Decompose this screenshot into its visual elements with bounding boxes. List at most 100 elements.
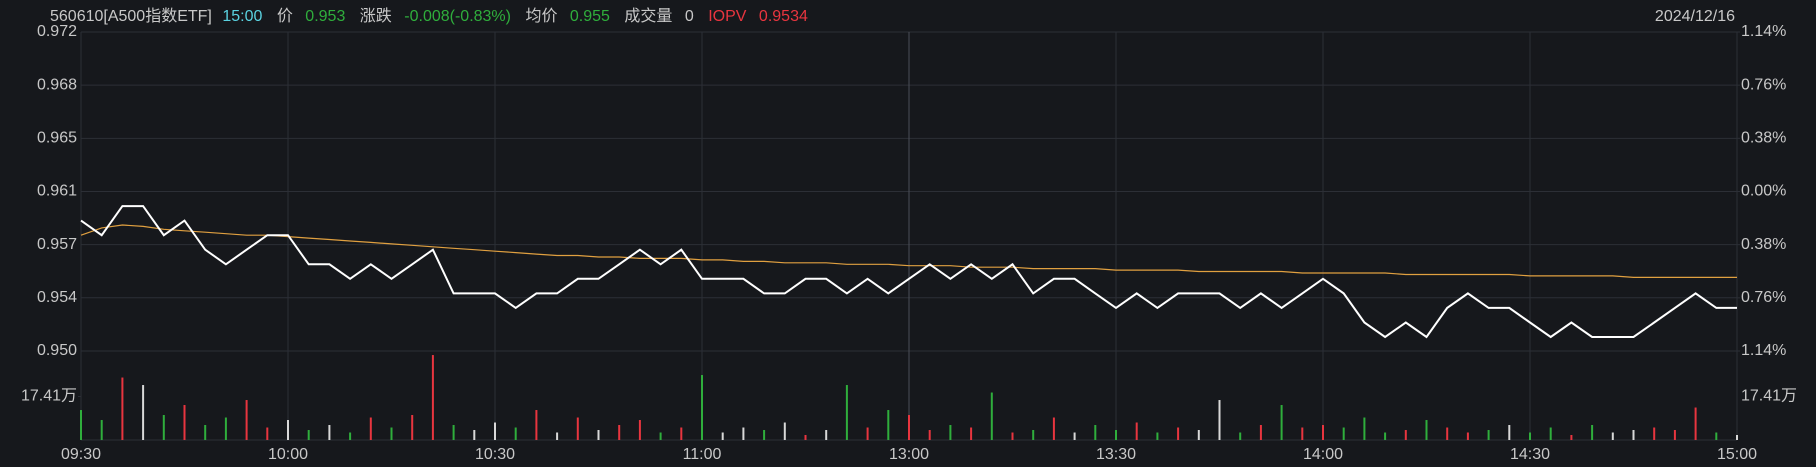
volume-bar	[1487, 430, 1490, 440]
volume-bar	[287, 420, 289, 440]
volume-bar	[1570, 435, 1573, 440]
volume-label: 成交量	[624, 7, 672, 25]
x-tick-label: 09:30	[61, 446, 101, 463]
x-tick-label: 13:00	[889, 446, 929, 463]
volume-bar	[763, 430, 766, 440]
volume-tick-label: 17.41万	[21, 388, 77, 405]
y-tick-label: 0.965	[37, 130, 77, 147]
change-label: 涨跌	[360, 7, 392, 25]
volume-bar	[928, 430, 931, 440]
volume-bar	[783, 422, 786, 440]
volume-bar	[1694, 407, 1697, 440]
y-tick-label: 0.972	[37, 23, 77, 40]
volume-bar	[1239, 432, 1242, 440]
y2-tick-label: 0.38%	[1741, 236, 1786, 253]
volume-bar	[742, 427, 745, 440]
avg-label: 均价	[525, 7, 557, 25]
volume-bar	[1466, 432, 1469, 440]
volume-bar	[1673, 430, 1676, 440]
volume-bar	[100, 420, 103, 440]
volume-bar	[328, 425, 331, 440]
y-tick-label: 0.950	[37, 342, 77, 359]
volume-bar	[866, 427, 869, 440]
volume-bar	[1611, 432, 1614, 440]
y2-tick-label: 0.76%	[1741, 289, 1786, 306]
volume-bar	[1653, 427, 1656, 440]
y-tick-label: 0.954	[37, 289, 77, 306]
volume-bar	[597, 430, 600, 440]
volume-bar	[804, 435, 807, 440]
volume-bar	[349, 432, 352, 440]
date: 2024/12/16	[1655, 8, 1735, 25]
volume-bar	[1384, 432, 1387, 440]
volume-bar	[431, 355, 434, 440]
volume-bar	[1280, 405, 1283, 440]
volume-bar	[1052, 417, 1055, 440]
y2-tick-label: 1.14%	[1741, 342, 1786, 359]
y2-tick-label: 0.76%	[1741, 76, 1786, 93]
avg: 0.955	[570, 8, 610, 25]
volume-bar	[514, 427, 517, 440]
volume-bar	[1011, 432, 1014, 440]
volume-bar	[80, 410, 82, 440]
volume-bar	[556, 432, 559, 440]
volume-bar	[701, 375, 703, 440]
volume-bar	[1135, 422, 1138, 440]
iopv-label: IOPV	[708, 8, 747, 25]
volume-bar	[949, 425, 952, 440]
volume-bar	[1529, 432, 1531, 440]
volume-bar	[1115, 430, 1117, 440]
volume-bar	[845, 385, 848, 440]
volume-bar	[1632, 430, 1635, 440]
volume-bar	[1591, 425, 1594, 440]
x-tick-label: 14:00	[1303, 446, 1343, 463]
volume-bar	[204, 425, 207, 440]
volume-bar	[121, 377, 124, 440]
volume-bar	[618, 425, 621, 440]
volume-bar	[1736, 435, 1738, 440]
volume-bar	[990, 392, 993, 440]
x-tick-label: 10:00	[268, 446, 308, 463]
volume-bar	[142, 385, 145, 440]
volume-bar	[1218, 400, 1221, 440]
x-tick-label: 10:30	[475, 446, 515, 463]
volume-bar	[659, 432, 662, 440]
volume-bar	[1404, 430, 1407, 440]
volume-bar	[825, 430, 828, 440]
volume-bar	[245, 400, 248, 440]
y-tick-label: 0.961	[37, 183, 77, 200]
volume-bar	[1259, 425, 1262, 440]
volume-bar	[162, 415, 165, 440]
price-line	[80, 224, 1737, 278]
volume-bar	[1342, 427, 1345, 440]
volume-bar	[535, 410, 538, 440]
code: 560610[A500指数ETF]	[50, 7, 212, 25]
y2-tick-label: 1.14%	[1741, 23, 1786, 40]
volume-bar	[183, 405, 186, 440]
volume-bar	[1363, 417, 1366, 440]
volume-bar	[680, 427, 683, 440]
x-tick-label: 11:00	[683, 446, 722, 463]
x-tick-label: 13:30	[1096, 446, 1136, 463]
volume-bar	[1094, 425, 1097, 440]
time: 15:00	[222, 8, 262, 25]
volume-bar	[1197, 430, 1200, 440]
volume-bar	[1446, 427, 1449, 440]
volume-bar	[1156, 432, 1159, 440]
volume-bar	[970, 427, 973, 440]
volume: 0	[685, 8, 694, 25]
volume-bar	[1508, 425, 1511, 440]
x-tick-label: 14:30	[1510, 446, 1550, 463]
volume-bar	[638, 420, 641, 440]
volume-bar	[576, 417, 579, 440]
x-tick-label: 15:00	[1717, 446, 1757, 463]
iopv: 0.9534	[759, 8, 808, 25]
volume-bar	[1549, 427, 1552, 440]
volume-bar	[1032, 430, 1035, 440]
volume-bar	[908, 415, 910, 440]
volume-bar	[887, 410, 890, 440]
volume-bar	[1301, 427, 1304, 440]
volume-bar	[494, 422, 496, 440]
